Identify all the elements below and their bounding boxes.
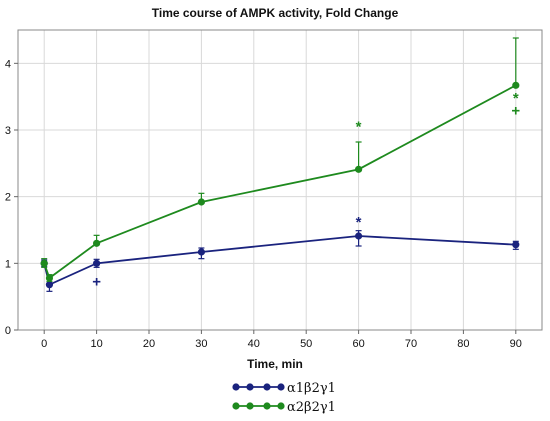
data-point [93, 259, 101, 267]
legend-label: α1β2γ1 [287, 381, 336, 396]
data-point [45, 274, 54, 282]
series-line [43, 235, 516, 286]
series-1 [40, 230, 520, 292]
legend: α1β2γ1 α2β2γ1 [232, 381, 336, 415]
legend-item: α1β2γ1 [232, 381, 336, 396]
significance-marker: * [356, 119, 362, 136]
x-axis-ticks: 0 10 20 30 40 50 60 70 80 90 [41, 330, 522, 350]
legend-marker [232, 383, 240, 391]
data-point [355, 165, 363, 173]
chart-title: Time course of AMPK activity, Fold Chang… [152, 6, 399, 20]
x-tick-label: 80 [457, 338, 469, 350]
legend-marker [246, 402, 254, 410]
y-tick-label: 4 [5, 58, 11, 70]
data-point [512, 241, 520, 249]
y-tick-label: 0 [5, 325, 11, 337]
x-tick-label: 90 [510, 338, 522, 350]
annotations: +***+ [92, 90, 520, 290]
legend-marker [277, 383, 285, 391]
data-point [40, 259, 48, 267]
x-tick-label: 10 [90, 338, 102, 350]
data-point [197, 198, 205, 206]
legend-marker [277, 402, 285, 410]
data-point [355, 232, 363, 240]
x-tick-label: 20 [143, 338, 155, 350]
x-tick-label: 30 [195, 338, 207, 350]
series-line [43, 84, 517, 280]
y-tick-label: 1 [5, 258, 11, 270]
significance-marker: + [92, 273, 101, 290]
data-point [512, 81, 520, 89]
y-tick-label: 2 [5, 192, 11, 204]
legend-marker [263, 383, 271, 391]
series-2 [40, 37, 520, 282]
significance-marker: + [511, 103, 520, 120]
x-tick-label: 60 [352, 338, 364, 350]
x-axis-label: Time, min [247, 357, 303, 371]
data-point [45, 281, 54, 289]
y-tick-label: 3 [5, 125, 11, 137]
plot-area-border [17, 29, 543, 331]
significance-marker: * [513, 90, 519, 107]
x-tick-label: 40 [248, 338, 260, 350]
legend-marker [246, 383, 254, 391]
x-tick-label: 0 [41, 338, 47, 350]
x-tick-label: 70 [405, 338, 417, 350]
legend-marker [232, 402, 240, 410]
legend-label: α2β2γ1 [287, 400, 336, 415]
x-tick-label: 50 [300, 338, 312, 350]
significance-marker: * [356, 214, 362, 231]
data-point [93, 239, 101, 247]
series-layer [40, 37, 520, 292]
y-axis-ticks: 0 1 2 3 4 [5, 58, 18, 337]
legend-item: α2β2γ1 [232, 400, 336, 415]
data-point [197, 248, 205, 256]
legend-marker [263, 402, 271, 410]
